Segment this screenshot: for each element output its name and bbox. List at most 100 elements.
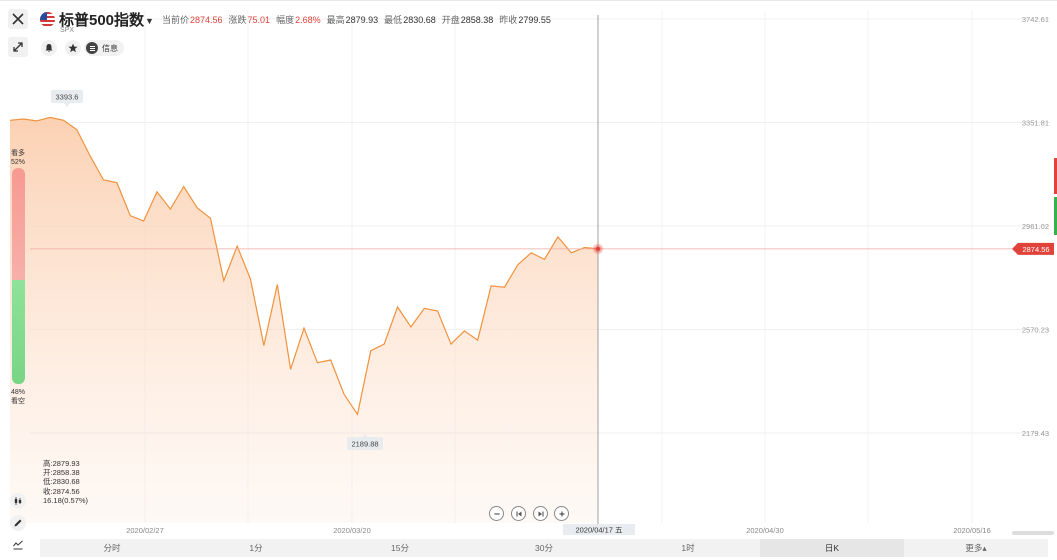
- timeframe-tab[interactable]: 日K: [760, 539, 904, 557]
- us-flag-icon: [40, 12, 55, 27]
- max-label-pointer: [64, 103, 70, 107]
- min-price-label: 2189.88: [351, 440, 378, 449]
- quote-header: 标普500指数 ▼ 当前价2874.56 涨跌75.01 幅度2.68% 最高2879…: [40, 10, 557, 30]
- indicator-icon: [13, 540, 23, 550]
- timeframe-tab[interactable]: 1分: [249, 543, 263, 553]
- quote-stat-value: 2799.55: [518, 15, 551, 25]
- y-tick-label: 2179.43: [1022, 429, 1049, 438]
- top-border: [0, 0, 1057, 3]
- quote-stat: 涨跌75.01: [229, 13, 271, 26]
- bull-label: 看多: [11, 150, 25, 157]
- quote-stat-value: 75.01: [247, 15, 271, 25]
- info-label: 信息: [102, 43, 118, 53]
- jump-end-button[interactable]: [533, 506, 548, 521]
- min-label-box: [347, 437, 383, 450]
- timeframe-tabs: 分时 1分 15分 30分 1时 日K 更多▴: [40, 539, 1048, 557]
- current-point: [596, 246, 600, 251]
- y-tick-label: 3742.61: [1022, 15, 1049, 24]
- ohlc-high: 高:2879.93: [43, 459, 80, 468]
- sentiment-bar: [12, 168, 25, 384]
- price-line: [9, 116, 599, 416]
- y-tick-label: 3351.81: [1022, 119, 1049, 128]
- x-tick-label: 2020/05/16: [953, 526, 991, 535]
- bull-sentiment: 看多 52%: [9, 149, 27, 167]
- max-price-label: 3393.6: [56, 93, 79, 102]
- quote-stat: 最高2879.93: [327, 13, 379, 26]
- chart-type-button[interactable]: [10, 493, 26, 509]
- quote-stat: 当前价2874.56: [162, 13, 223, 26]
- quote-stat-label: 开盘: [441, 15, 460, 25]
- current-price-tag: [1012, 242, 1054, 255]
- bull-percent: 52%: [10, 159, 25, 166]
- quote-stat-label: 昨收: [499, 15, 518, 25]
- quote-stat-value: 2874.56: [189, 15, 223, 25]
- quote-stat: 幅度2.68%: [276, 13, 321, 26]
- expand-button[interactable]: [8, 37, 28, 57]
- quote-stats: 当前价2874.56 涨跌75.01 幅度2.68% 最高2879.93 最低2830.…: [162, 13, 557, 26]
- ohlc-close: 收:2874.56: [43, 486, 80, 496]
- quote-stat-value: 2879.93: [345, 15, 379, 25]
- instrument-title[interactable]: 标普500指数: [59, 12, 145, 29]
- indicator-button[interactable]: [10, 537, 26, 553]
- minus-icon: [494, 512, 499, 515]
- price-area: [10, 117, 598, 524]
- timeframe-tab[interactable]: 1时: [681, 543, 695, 553]
- current-price-label: 2874.56: [1022, 245, 1049, 254]
- x-tick-label: 2020/02/27: [126, 526, 164, 535]
- right-edge-red-marker: [1054, 158, 1057, 194]
- min-label-pointer: [362, 434, 368, 438]
- ohlc-summary: 高:2879.93 开:2858.38 低:2830.68 收:2874.56 …: [43, 459, 88, 505]
- bear-label: 看空: [11, 398, 25, 405]
- right-edge-green-marker: [1054, 197, 1057, 235]
- quote-stat-label: 当前价: [161, 15, 189, 25]
- zoom-out-button[interactable]: [489, 506, 504, 521]
- star-icon: [68, 43, 78, 53]
- timeframe-tab[interactable]: 30分: [535, 543, 553, 553]
- quote-stat-value: 2858.38: [460, 15, 494, 25]
- jump-start-button[interactable]: [511, 506, 526, 521]
- alert-button[interactable]: [41, 40, 57, 56]
- ohlc-low: 低:2830.68: [43, 477, 80, 487]
- skip-back-icon: [515, 511, 521, 516]
- crosshair-date-label: 2020/04/17 五: [575, 526, 623, 535]
- quote-stat: 昨收2799.55: [499, 13, 551, 26]
- ohlc-change: 16.18(0.57%): [43, 495, 89, 505]
- crosshair-date-box: [563, 524, 635, 535]
- expand-arrows-icon: [13, 42, 23, 52]
- quote-stat-label: 最低: [384, 15, 403, 25]
- timeframe-tab[interactable]: 分时: [103, 543, 121, 553]
- close-button[interactable]: [8, 9, 28, 29]
- close-icon: [12, 13, 24, 25]
- ohlc-open: 开:2858.38: [43, 468, 80, 478]
- quote-stat-label: 最高: [326, 15, 345, 25]
- plus-icon: [559, 511, 564, 516]
- x-tick-label: 2020/03/20: [333, 526, 371, 535]
- timeframe-tab[interactable]: 15分: [391, 543, 409, 553]
- y-tick-label: 2961.02: [1022, 222, 1049, 231]
- ticker-symbol: SPX: [60, 27, 75, 34]
- caret-down-icon[interactable]: ▼: [145, 16, 154, 26]
- price-chart[interactable]: 3742.61 3351.81 2961.02 2570.23 2179.43 2874.…: [0, 0, 1057, 540]
- bell-icon: [45, 44, 53, 53]
- quote-stat: 最低2830.68: [384, 13, 436, 26]
- chart-scrollbar[interactable]: [1012, 531, 1054, 535]
- quote-stat-label: 幅度: [276, 15, 295, 25]
- favorite-button[interactable]: [65, 40, 81, 56]
- zoom-in-button[interactable]: [554, 506, 569, 521]
- draw-tool-button[interactable]: [10, 515, 26, 531]
- timeframe-tab[interactable]: 更多▴: [965, 543, 987, 553]
- bear-sentiment: 48% 看空: [9, 388, 27, 406]
- quote-stat: 开盘2858.38: [442, 13, 494, 26]
- info-list-icon: [86, 42, 98, 54]
- info-button[interactable]: 信息: [84, 40, 124, 56]
- candlestick-icon: [14, 497, 22, 505]
- bull-fill: [12, 168, 25, 281]
- bear-fill: [12, 280, 25, 384]
- x-tick-label: 2020/04/30: [746, 526, 784, 535]
- y-tick-label: 2570.23: [1022, 325, 1049, 334]
- quote-stat-label: 涨跌: [228, 15, 247, 25]
- pencil-icon: [14, 519, 22, 527]
- max-label-box: [51, 90, 83, 103]
- bear-percent: 48%: [10, 389, 25, 396]
- skip-forward-icon: [538, 511, 544, 516]
